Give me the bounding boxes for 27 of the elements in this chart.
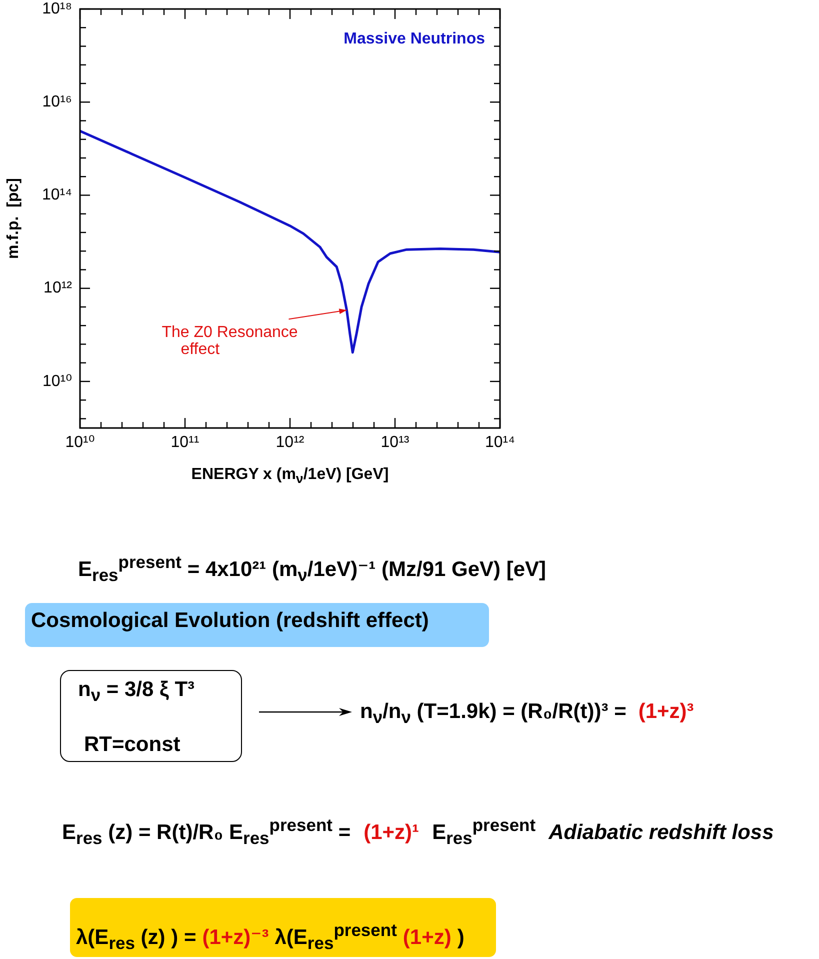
y-tick-label: 10¹⁴ <box>42 186 72 204</box>
y-tick-label: 10¹² <box>44 280 73 297</box>
text: λ(E$_{res}$ (z) ) = <box>76 926 196 956</box>
x-tick-label: 10¹² <box>276 434 305 452</box>
text: (1+z) <box>402 926 452 950</box>
text: (1+z)¹ <box>364 821 420 845</box>
y-tick-label: 10¹⁰ <box>42 372 72 390</box>
text: Massive Neutrinos <box>344 30 486 48</box>
text: (1+z)⁻³ <box>202 926 269 950</box>
x-tick-label: 10¹⁰ <box>65 434 95 452</box>
text: Cosmological Evolution (redshift effect) <box>31 609 429 633</box>
x-tick-label: 10¹¹ <box>170 434 200 452</box>
text: RT=const <box>84 733 180 757</box>
y-axis-title: m.f.p. [pc] <box>5 178 22 259</box>
y-tick-label: 10¹⁸ <box>42 0 72 18</box>
x-tick-label: 10¹³ <box>380 434 410 452</box>
text: (1+z)³ <box>638 700 694 724</box>
text: n$_{ν}$ = 3/8 ξ T³ <box>78 678 195 708</box>
text: E$_{res}$$^{present}$ = 4x10²¹ (m$_{ν}$/1eV)⁻¹ (Mz/91 GeV) [eV] <box>78 551 546 588</box>
text: Adiabatic redshift loss <box>548 821 774 845</box>
x-tick-label: 10¹⁴ <box>485 434 516 452</box>
text: E$_{res}$ (z) = R(t)/R₀ E$_{res}$$^{present}$ = <box>62 814 351 850</box>
text: ) <box>457 926 464 950</box>
annotation: The Z0 Resonance effect <box>162 324 298 358</box>
y-tick-label: 10¹⁶ <box>42 94 72 111</box>
text: n$_{ν}$/n$_{ν}$ (T=1.9k) = (R₀/R(t))³ = <box>360 700 626 730</box>
x-axis-title: ENERGY x (m$_{ν}$/1eV) [GeV] <box>191 466 389 486</box>
